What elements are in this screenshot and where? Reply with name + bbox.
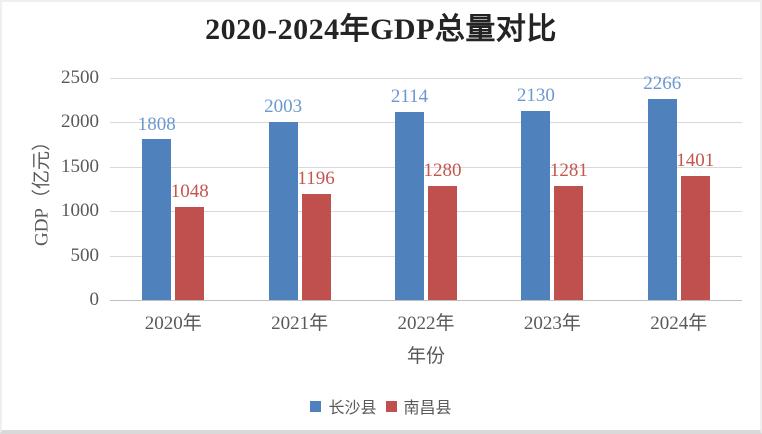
bar-长沙县-2021年: 2003 — [264, 96, 302, 300]
x-axis-ticks: 2020年 2021年 2022年 2023年 2024年 — [2, 308, 760, 334]
y-tick-label: 0 — [89, 289, 100, 310]
x-axis-title: 年份 — [406, 346, 445, 367]
bar-group-2022年: 2114 1280 — [363, 78, 489, 300]
bar-长沙县-2024年: 2266 — [643, 73, 681, 300]
legend-swatch-icon — [310, 400, 322, 412]
bar-value-label: 1281 — [549, 160, 588, 182]
bar-group-2023年: 2130 1281 — [489, 78, 615, 300]
y-tick-label: 1000 — [61, 200, 99, 222]
gridline — [110, 255, 742, 257]
y-tick-label: 2000 — [61, 111, 99, 133]
bar-value-label: 2003 — [264, 96, 303, 118]
legend: 长沙县 南昌县 — [2, 394, 760, 418]
bar-group-2024年: 2266 1401 — [616, 73, 742, 300]
x-tick-label: 2023年 — [523, 313, 581, 334]
bar-value-label: 1196 — [297, 167, 335, 189]
bar-value-label: 2114 — [390, 86, 429, 108]
x-tick-label: 2022年 — [397, 313, 455, 334]
gridline — [110, 166, 742, 168]
bar-group-2021年: 2003 1196 — [236, 78, 362, 300]
plot-area: 1808 1048 2003 1196 2114 1280 2130 1281 2266 1401 — [110, 73, 742, 301]
gridline — [110, 122, 742, 124]
gridline — [110, 211, 742, 213]
bar-南昌县-2021年: 1196 — [297, 168, 335, 300]
x-tick-label: 2020年 — [144, 313, 202, 334]
legend-label: 南昌县 — [403, 400, 452, 417]
chart-title: 2020-2024年GDP总量对比 — [205, 13, 557, 46]
legend-label: 长沙县 — [328, 400, 377, 417]
bar-长沙县-2022年: 2114 — [391, 86, 428, 300]
bar-group-2020年: 1808 1048 — [110, 78, 236, 300]
bar-南昌县-2022年: 1280 — [423, 161, 461, 300]
y-tick-label: 1500 — [61, 155, 99, 177]
x-axis-line — [110, 300, 742, 301]
legend-swatch-icon — [385, 400, 397, 412]
bar-value-label: 1048 — [170, 181, 209, 203]
bar-value-label: 2130 — [516, 84, 555, 106]
bar-value-label: 2266 — [643, 72, 682, 94]
bar-长沙县-2023年: 2130 — [517, 85, 555, 300]
legend-item-长沙县: 长沙县 — [310, 394, 377, 418]
bar-value-label: 1280 — [423, 160, 462, 182]
x-tick-label: 2021年 — [271, 313, 329, 334]
x-tick-label: 2024年 — [650, 313, 708, 334]
bar-长沙县-2020年: 1808 — [138, 114, 176, 300]
legend-item-南昌县: 南昌县 — [385, 394, 452, 418]
bar-value-label: 1808 — [137, 113, 176, 135]
bar-南昌县-2024年: 1401 — [676, 150, 714, 300]
bar-南昌县-2020年: 1048 — [171, 181, 209, 300]
y-tick-label: 500 — [70, 244, 100, 266]
bar-南昌县-2023年: 1281 — [550, 160, 588, 300]
bar-value-label: 1401 — [676, 149, 715, 171]
y-axis-ticks: 0 500 1000 1500 2000 2500 — [2, 67, 100, 310]
gridline — [110, 78, 742, 79]
y-tick-label: 2500 — [61, 67, 99, 88]
